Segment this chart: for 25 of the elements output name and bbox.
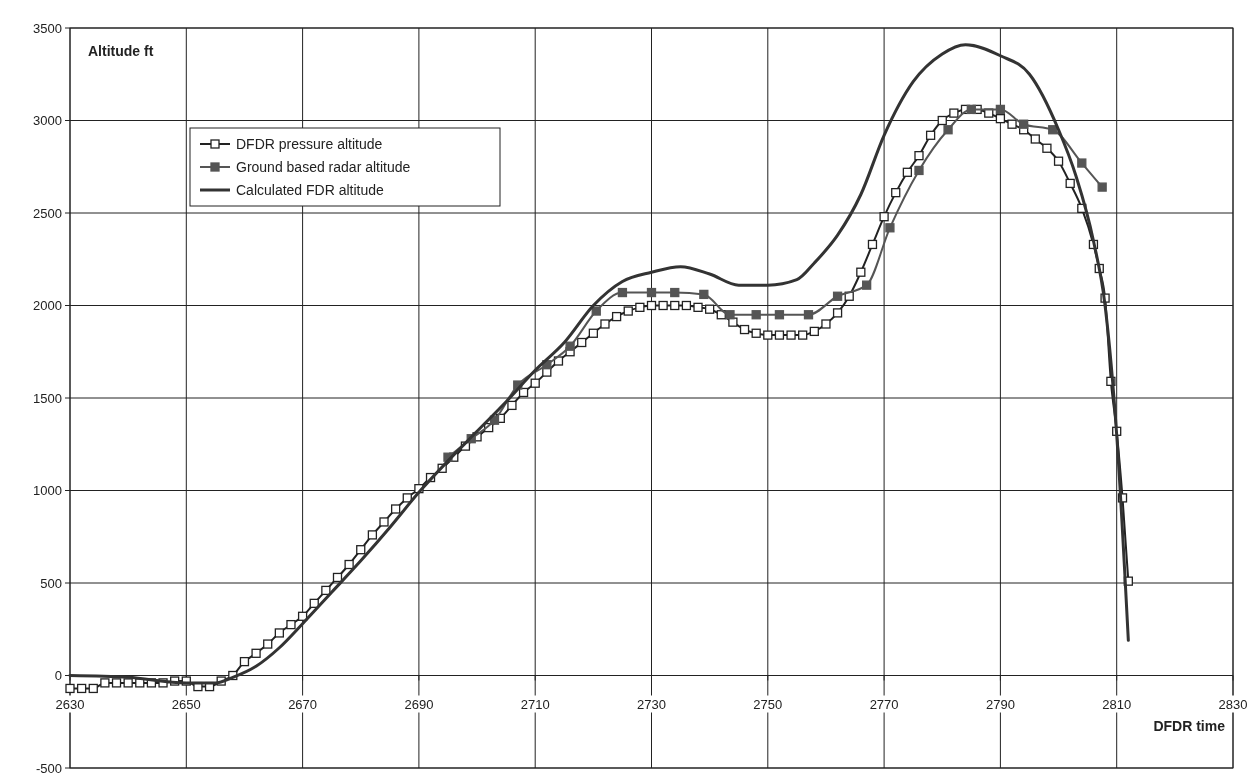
x-tick-label: 2690 <box>404 696 434 712</box>
x-axis-title: DFDR time <box>1153 717 1226 734</box>
x-tick-label: 2710 <box>520 696 550 712</box>
x-tick-label: 2770 <box>869 696 899 712</box>
x-tick-label: 2750 <box>753 696 783 712</box>
y-tick-label: -500 <box>35 760 62 776</box>
legend-label: DFDR pressure altitude <box>236 135 383 152</box>
y-tick-label: 2000 <box>33 298 62 314</box>
y-axis-title: Altitude ft <box>88 43 154 59</box>
x-tick-label: 2830 <box>1218 696 1248 712</box>
x-tick-label: 2670 <box>288 696 318 712</box>
y-tick-label: 500 <box>40 575 62 591</box>
y-tick-label: 3500 <box>33 20 62 36</box>
x-tick-label: 2810 <box>1102 696 1132 712</box>
y-tick-label: 0 <box>54 668 62 684</box>
x-tick-label: 2730 <box>637 696 666 712</box>
x-tick-label: 2630 <box>55 696 85 712</box>
x-tick-label: 2790 <box>985 696 1015 712</box>
legend-label: Ground based radar altitude <box>236 158 411 175</box>
y-tick-label: 3000 <box>33 113 62 129</box>
y-tick-label: 1500 <box>33 390 62 406</box>
legend-label: Calculated FDR altitude <box>236 181 385 198</box>
y-tick-label: 1000 <box>33 483 62 499</box>
y-tick-label: 2500 <box>33 205 62 221</box>
x-tick-label: 2650 <box>171 696 201 712</box>
